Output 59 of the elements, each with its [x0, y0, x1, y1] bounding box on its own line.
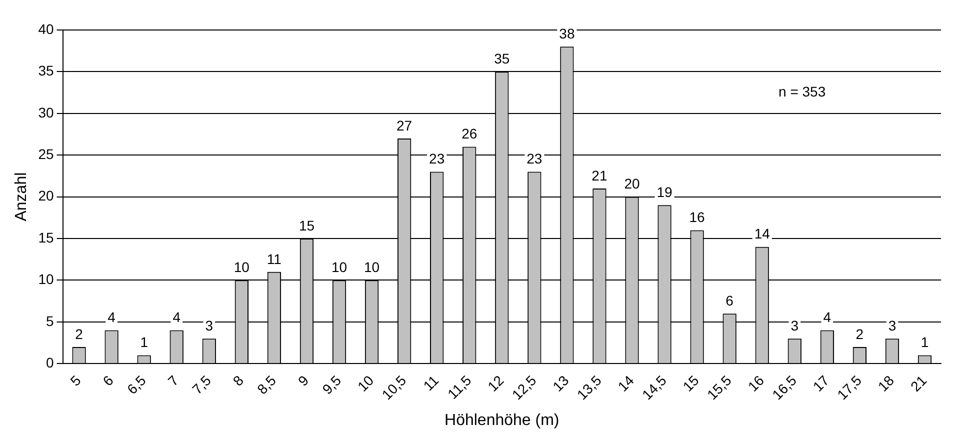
data-label: 20 [624, 176, 640, 192]
x-tick-label: 11 [420, 372, 442, 394]
data-label: 4 [108, 309, 116, 326]
y-tick-label: 5 [46, 312, 54, 329]
y-tick-label: 15 [38, 229, 54, 246]
x-tick-label: 16 [744, 372, 768, 394]
x-tick-label: 9,5 [319, 372, 344, 398]
x-tick-label: 11,5 [444, 372, 474, 402]
x-tick-label: 15 [680, 372, 702, 394]
data-label: 1 [140, 334, 148, 350]
x-tick-label: 21 [907, 372, 930, 394]
data-label: 26 [462, 126, 478, 142]
y-tick-label: 35 [38, 62, 54, 79]
data-label: 19 [656, 184, 673, 200]
x-tick-label: 7 [164, 372, 182, 389]
data-label: 10 [331, 259, 348, 276]
y-tick-label: 30 [38, 104, 54, 120]
annotation: n = 353 [778, 83, 826, 100]
x-tick-label: 13 [549, 372, 572, 394]
data-label: 2 [856, 326, 864, 342]
x-tick-label: 8 [230, 372, 247, 389]
data-label: 27 [396, 117, 412, 134]
x-tick-label: 12 [484, 372, 507, 394]
x-tick-label: 17 [810, 372, 832, 394]
y-tick-label: 10 [38, 271, 54, 288]
data-label: 3 [888, 317, 896, 334]
data-label: 23 [429, 150, 445, 167]
data-label: 16 [689, 209, 706, 226]
x-tick-label: 7,5 [188, 372, 214, 398]
data-label: 10 [364, 259, 380, 276]
data-label: 11 [266, 250, 282, 267]
x-tick-label: 18 [874, 372, 898, 394]
data-label: 3 [790, 317, 799, 334]
x-tick-label: 6,5 [124, 372, 150, 398]
x-tick-label: 6 [100, 372, 117, 389]
data-label: 35 [494, 50, 510, 67]
data-label: 6 [726, 292, 734, 308]
data-label: 1 [920, 334, 929, 350]
x-tick-label: 8,5 [254, 372, 280, 398]
y-tick-label: 20 [38, 188, 54, 204]
y-tick-label: 40 [38, 20, 54, 37]
data-label: 15 [298, 217, 315, 234]
x-tick-label: 9 [294, 372, 312, 389]
data-label: 3 [205, 317, 214, 334]
x-tick-label: 5 [67, 372, 84, 389]
data-label: 14 [754, 226, 770, 242]
y-tick-label: 0 [46, 354, 54, 371]
y-axis-title: Anzahl [13, 172, 30, 222]
y-tick-label: 25 [38, 146, 54, 162]
data-label: 10 [234, 259, 250, 276]
data-label: 2 [75, 326, 84, 342]
data-label: 4 [172, 309, 181, 326]
data-label: 21 [592, 167, 608, 184]
data-label: 38 [559, 26, 575, 42]
data-label: 23 [526, 150, 542, 167]
x-tick-label: 10 [354, 372, 377, 394]
x-axis-title: Höhlenhöhe (m) [444, 412, 560, 429]
data-label: 4 [823, 309, 832, 326]
x-tick-label: 14 [614, 372, 637, 394]
